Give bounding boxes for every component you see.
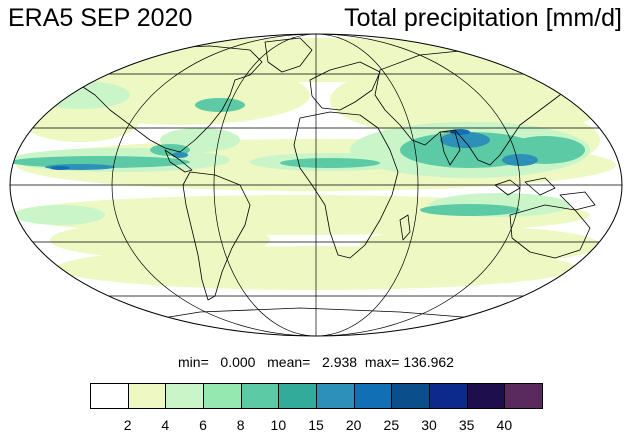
colorbar-swatch — [391, 383, 430, 409]
colorbar-swatch — [203, 383, 242, 409]
colorbar-tick-label: 6 — [199, 417, 207, 433]
colorbar-tick-label: 10 — [270, 417, 287, 433]
mean-label: mean= — [267, 354, 311, 370]
map-title: ERA5 SEP 2020 — [8, 4, 193, 32]
colorbar-tick-label: 25 — [383, 417, 400, 433]
max-label: max= — [364, 354, 400, 370]
colorbar-swatch — [316, 383, 355, 409]
min-label: min= — [178, 354, 209, 370]
colorbar-swatch — [429, 383, 468, 409]
colorbar-swatch — [353, 383, 393, 409]
colorbar-swatch — [278, 383, 317, 409]
precip-dark — [45, 132, 538, 170]
colorbar-tick-label: 15 — [308, 417, 324, 433]
colorbar-swatch — [165, 383, 204, 409]
mean-value: 2.938 — [322, 354, 358, 370]
max-value: 136.962 — [403, 354, 454, 370]
colorbar-swatch — [90, 383, 129, 409]
min-value: 0.000 — [220, 354, 256, 370]
colorbar-tick-label: 8 — [236, 417, 245, 433]
precipitation-map — [9, 33, 623, 337]
colorbar-swatch — [466, 383, 506, 409]
colorbar-swatch — [127, 383, 167, 409]
variable-title: Total precipitation [mm/d] — [344, 4, 622, 32]
colorbar — [90, 383, 543, 411]
statistics-line: min= 0.000 mean= 2.938 max= 136.962 — [0, 354, 632, 370]
colorbar-tick-label: 35 — [458, 417, 475, 433]
colorbar-tick-label: 2 — [123, 417, 132, 433]
graticule — [10, 34, 622, 336]
colorbar-tick-label: 40 — [496, 417, 513, 433]
colorbar-swatch — [240, 383, 280, 409]
colorbar-swatch — [504, 383, 543, 409]
globe-outline — [9, 33, 623, 337]
colorbar-tick-label: 20 — [345, 417, 362, 433]
colorbar-tick-label: 4 — [161, 417, 170, 433]
colorbar-tick-label: 30 — [421, 417, 437, 433]
